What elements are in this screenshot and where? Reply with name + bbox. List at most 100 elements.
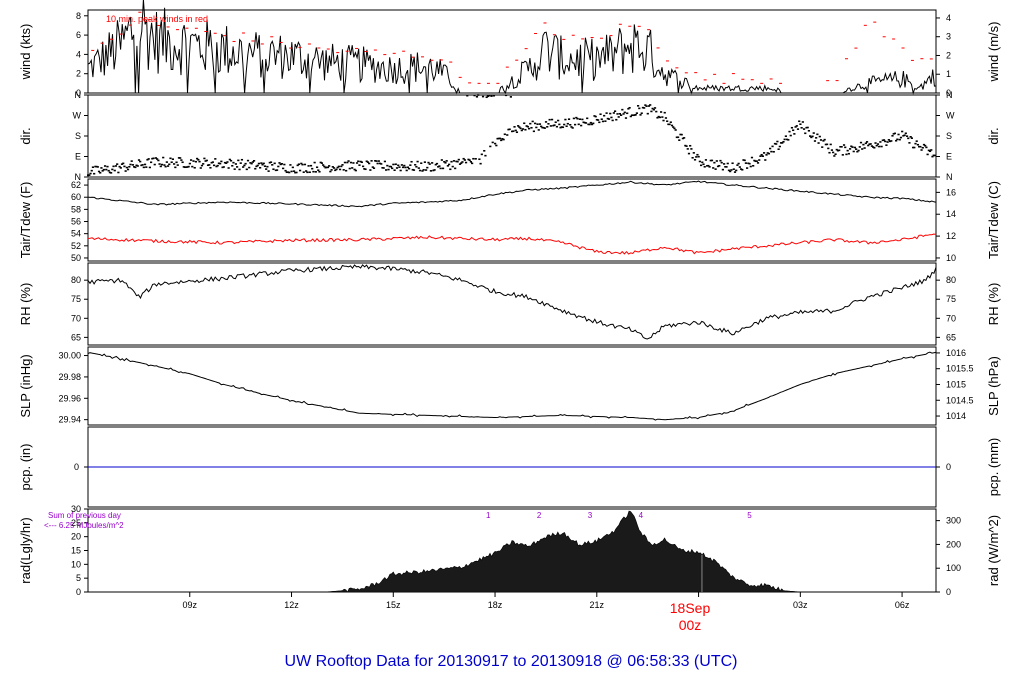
slp-right-tick-label: 1014.5 (946, 395, 974, 405)
dir-point (265, 168, 268, 170)
dir-point (846, 149, 849, 152)
dir-point (589, 121, 592, 124)
dir-point (888, 140, 892, 143)
dir-point (449, 168, 452, 171)
dir-point (173, 163, 176, 165)
dir-left-tick-label: W (73, 111, 82, 121)
dir-point (612, 112, 615, 114)
dir-point (686, 148, 689, 150)
page-title: UW Rooftop Data for 20130917 to 20130918… (285, 653, 738, 670)
dir-point (245, 168, 248, 171)
dir-point (599, 113, 602, 116)
dir-point (123, 165, 126, 168)
dir-point (865, 141, 869, 143)
dir-point (135, 164, 138, 167)
dir-point (197, 158, 200, 161)
dir-point (252, 160, 256, 162)
dir-point (652, 108, 655, 111)
dir-point (859, 141, 863, 144)
dir-point (819, 139, 823, 141)
dir-point (322, 164, 325, 166)
dir-point (359, 160, 362, 163)
dir-point (624, 117, 628, 119)
dir-point (117, 171, 120, 174)
rad-left-tick-label: 15 (71, 546, 81, 556)
dir-point (572, 117, 575, 120)
dir-point (755, 160, 758, 162)
dir-point (95, 165, 98, 168)
dir-point (494, 142, 497, 145)
dir-point (153, 163, 156, 166)
dir-point (806, 126, 809, 129)
wind-right-tick-label: 0 (946, 88, 951, 98)
dir-point (628, 106, 631, 109)
dir-point (332, 167, 336, 169)
dir-point (676, 136, 680, 139)
dir-point (563, 123, 566, 126)
dir-point (260, 162, 263, 164)
dir-point (737, 162, 740, 165)
dir-point (99, 171, 102, 174)
dir-point (570, 126, 573, 128)
dir-point (237, 159, 240, 162)
dir-point (325, 166, 328, 169)
dir-point (721, 168, 724, 171)
dir-point (559, 126, 562, 129)
dir-point (397, 164, 400, 167)
dir-point (399, 169, 402, 172)
wind-panel-frame (87, 9, 937, 94)
dir-point (554, 121, 557, 124)
dir-point (541, 126, 544, 129)
dir-point (520, 129, 523, 132)
dir-point (120, 163, 124, 165)
dir-point (691, 156, 694, 159)
dir-point (385, 169, 388, 171)
dir-point (388, 165, 391, 168)
rh-panel-frame (87, 262, 937, 346)
dir-point (707, 164, 710, 167)
dir-point (274, 169, 277, 172)
dir-point (203, 157, 206, 160)
rad-right-tick-label: 300 (946, 516, 961, 526)
slp-left-axis-label: SLP (inHg) (18, 354, 33, 417)
dir-point (530, 126, 533, 129)
dir-point (259, 166, 262, 169)
dir-point (168, 163, 171, 166)
dir-point (706, 165, 709, 167)
dir-point (492, 94, 496, 97)
dir-point (913, 146, 916, 149)
dir-point (202, 163, 205, 165)
dir-point (789, 134, 792, 137)
dir-point (593, 115, 596, 117)
dir-point (636, 105, 640, 107)
dir-point (472, 157, 475, 160)
dir-point (519, 127, 522, 130)
dir-point (653, 107, 657, 109)
dir-point (818, 135, 821, 138)
temp-left-tick-label: 58 (71, 204, 81, 214)
dir-point (300, 162, 303, 165)
temp-right-tick-label: 16 (946, 187, 956, 197)
dir-point (315, 166, 319, 169)
dir-point (666, 120, 669, 123)
dir-point (576, 117, 579, 120)
dir-point (781, 142, 784, 144)
dir-point (578, 118, 582, 120)
dir-point (222, 166, 225, 168)
dir-point (445, 160, 448, 162)
dir-point (756, 162, 760, 164)
dir-point (475, 95, 479, 98)
dir-point (450, 160, 453, 163)
dir-point (335, 168, 338, 171)
dir-point (342, 169, 345, 171)
dir-point (931, 155, 934, 158)
dir-point (595, 118, 598, 121)
dir-point (208, 164, 211, 166)
dir-point (368, 162, 371, 165)
dir-point (592, 122, 595, 125)
dir-point (933, 154, 936, 157)
dir-point (844, 146, 847, 149)
dir-point (146, 158, 149, 161)
dir-point (418, 169, 422, 172)
dir-point (603, 114, 606, 117)
